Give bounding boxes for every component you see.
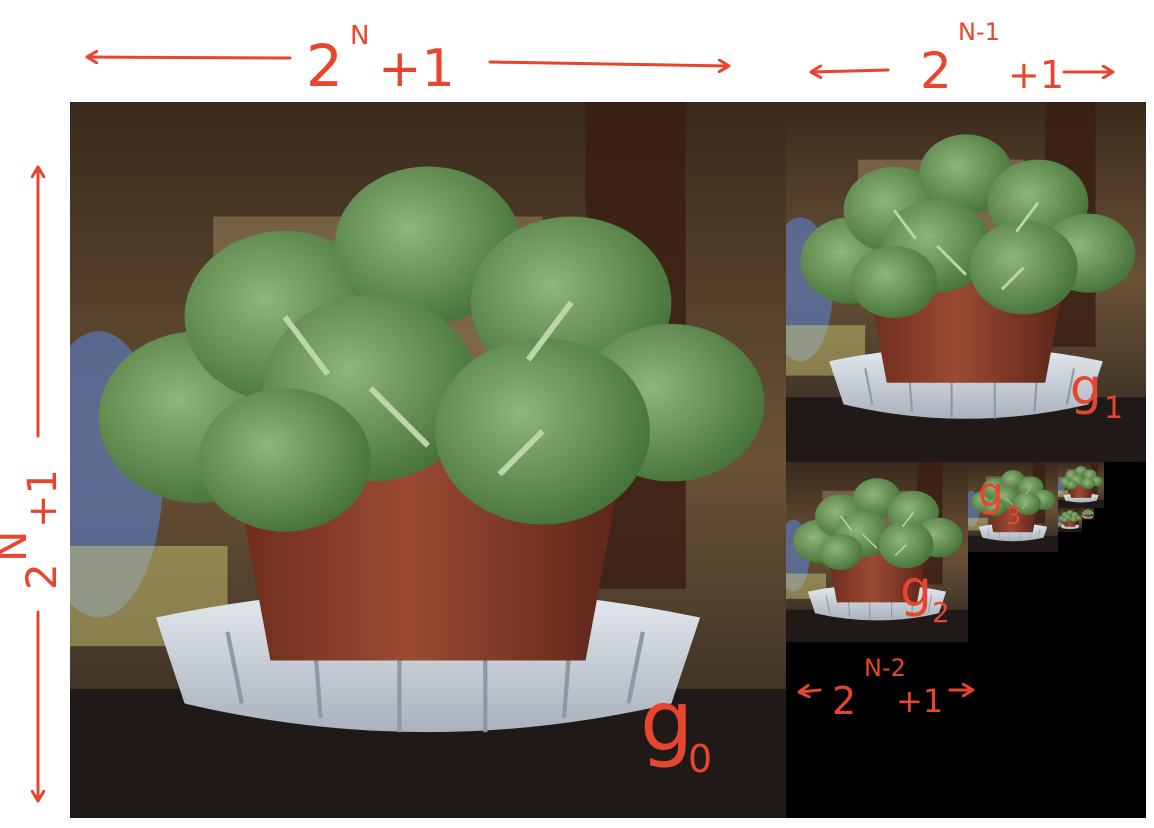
width-label-g1-tail: +1 — [1008, 53, 1064, 97]
width-label-g2-exp: N-2 — [864, 654, 906, 682]
height-annotation: 2 N +1 — [0, 168, 66, 800]
level-label-g3: g — [978, 470, 1003, 516]
width-label-g1-base: 2 — [920, 42, 952, 100]
width-label-g0-exp: N — [350, 21, 369, 51]
level-label-g0: g — [640, 672, 693, 770]
image-level-6 — [1082, 508, 1094, 520]
width-annotation-level-0: 2 N +1 — [88, 21, 728, 100]
arrow-right-g0 — [488, 62, 728, 66]
width-label-g0-tail: +1 — [378, 39, 455, 99]
height-label-tail: +1 — [20, 469, 66, 528]
width-label-g1-exp: N-1 — [958, 18, 1000, 46]
width-annotation-level-1: 2 N-1 +1 — [812, 18, 1112, 100]
height-label-base: 2 — [17, 563, 66, 590]
height-label-exp: N — [0, 531, 36, 562]
level-label-g1: g — [1070, 358, 1102, 416]
width-label-g0-base: 2 — [306, 32, 343, 100]
arrow-left-g1 — [812, 70, 890, 72]
level-label-g0-sub: 0 — [688, 737, 712, 781]
image-level-5 — [1058, 508, 1082, 532]
width-label-g2-base: 2 — [832, 679, 856, 723]
arrow-left-g2 — [800, 690, 822, 692]
arrow-left-g0 — [88, 57, 292, 58]
pyramid-images — [34, 102, 1146, 818]
image-level-4 — [1058, 462, 1104, 508]
level-label-g2: g — [900, 560, 932, 618]
width-annotation-level-2: 2 N-2 +1 — [800, 654, 972, 723]
level-label-g3-sub: 3 — [1006, 502, 1021, 530]
level-label-g2-sub: 2 — [932, 596, 950, 629]
width-label-g2-tail: +1 — [896, 682, 943, 720]
level-labels: g 0 g 1 g 2 g 3 — [640, 358, 1123, 781]
level-label-g1-sub: 1 — [1104, 391, 1123, 426]
